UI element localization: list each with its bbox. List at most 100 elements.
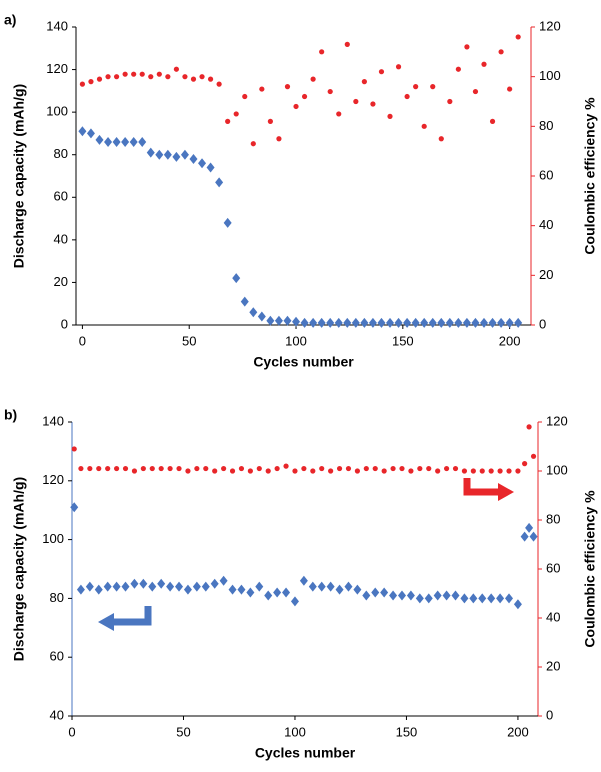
capacity-point bbox=[219, 575, 228, 586]
capacity-point bbox=[257, 311, 266, 322]
efficiency-point bbox=[430, 84, 436, 90]
capacity-point bbox=[344, 581, 353, 592]
efficiency-point bbox=[229, 468, 236, 474]
capacity-point bbox=[274, 315, 283, 326]
capacity-point bbox=[420, 317, 429, 328]
efficiency-point bbox=[426, 465, 432, 472]
efficiency-point bbox=[319, 49, 325, 55]
capacity-point bbox=[403, 317, 412, 328]
capacity-point bbox=[462, 317, 471, 328]
efficiency-point bbox=[515, 468, 521, 474]
capacity-point bbox=[130, 578, 139, 589]
y2-tick-label: 20 bbox=[539, 267, 553, 282]
capacity-point bbox=[445, 317, 454, 328]
y-tick-label: 0 bbox=[61, 316, 68, 331]
capacity-point bbox=[121, 581, 130, 592]
efficiency-point bbox=[194, 465, 200, 472]
efficiency-point bbox=[139, 71, 145, 77]
efficiency-point bbox=[105, 465, 111, 472]
efficiency-point bbox=[464, 44, 470, 50]
efficiency-point bbox=[522, 461, 528, 467]
efficiency-point bbox=[265, 468, 271, 474]
efficiency-point bbox=[283, 463, 289, 469]
efficiency-point bbox=[131, 468, 138, 474]
efficiency-point bbox=[370, 101, 376, 107]
capacity-point bbox=[480, 317, 489, 328]
left-arrow-head bbox=[98, 613, 114, 631]
efficiency-point bbox=[417, 465, 423, 472]
capacity-point bbox=[163, 149, 172, 160]
capacity-point bbox=[76, 584, 85, 595]
x-tick-label: 50 bbox=[182, 333, 196, 348]
capacity-point bbox=[121, 136, 130, 147]
x-tick-label: 0 bbox=[68, 724, 75, 739]
efficiency-point bbox=[78, 465, 84, 472]
efficiency-point bbox=[185, 468, 191, 474]
capacity-point bbox=[85, 581, 94, 592]
efficiency-point bbox=[378, 69, 385, 75]
efficiency-point bbox=[354, 468, 360, 474]
efficiency-point bbox=[225, 118, 231, 124]
efficiency-point bbox=[328, 468, 334, 474]
efficiency-point bbox=[413, 84, 419, 90]
capacity-point bbox=[317, 317, 326, 328]
capacity-point bbox=[78, 126, 87, 137]
efficiency-point bbox=[250, 141, 256, 147]
x-tick-label: 150 bbox=[396, 724, 418, 739]
capacity-point bbox=[469, 593, 478, 604]
left-arrow bbox=[112, 606, 152, 626]
efficiency-point bbox=[122, 465, 129, 472]
capacity-point bbox=[228, 584, 237, 595]
capacity-point bbox=[317, 581, 326, 592]
y2-tick-label: 40 bbox=[546, 609, 560, 624]
right-arrow bbox=[463, 478, 500, 496]
efficiency-point bbox=[372, 465, 378, 472]
capacity-point bbox=[326, 317, 335, 328]
efficiency-point bbox=[173, 66, 179, 72]
efficiency-point bbox=[259, 86, 265, 92]
capacity-point bbox=[155, 149, 164, 160]
efficiency-point bbox=[176, 465, 182, 472]
capacity-point bbox=[308, 581, 317, 592]
capacity-point bbox=[138, 136, 147, 147]
capacity-point bbox=[353, 584, 362, 595]
capacity-point bbox=[351, 317, 360, 328]
y2-axis-label: Coulombic efficiency % bbox=[582, 97, 598, 255]
efficiency-point bbox=[242, 93, 248, 100]
capacity-point bbox=[299, 575, 308, 586]
capacity-point bbox=[497, 317, 506, 328]
efficiency-point bbox=[455, 66, 461, 72]
efficiency-point bbox=[212, 468, 218, 474]
capacity-point bbox=[389, 590, 398, 601]
capacity-point bbox=[496, 593, 505, 604]
y2-tick-label: 100 bbox=[546, 462, 568, 477]
efficiency-point bbox=[421, 123, 427, 129]
capacity-point bbox=[112, 136, 121, 147]
capacity-point bbox=[424, 593, 433, 604]
efficiency-point bbox=[79, 81, 86, 87]
efficiency-point bbox=[506, 468, 512, 474]
y2-tick-label: 80 bbox=[539, 118, 553, 133]
x-tick-label: 150 bbox=[392, 333, 414, 348]
efficiency-point bbox=[498, 49, 504, 55]
capacity-point bbox=[471, 317, 480, 328]
y2-tick-label: 0 bbox=[539, 316, 546, 331]
capacity-point bbox=[266, 315, 275, 326]
capacity-point bbox=[172, 151, 181, 162]
capacity-point bbox=[428, 317, 437, 328]
y2-tick-label: 120 bbox=[539, 18, 561, 33]
efficiency-point bbox=[276, 136, 282, 142]
y-tick-label: 80 bbox=[54, 146, 68, 161]
capacity-point bbox=[415, 593, 424, 604]
y-tick-label: 100 bbox=[46, 104, 68, 119]
efficiency-point bbox=[96, 465, 102, 472]
efficiency-point bbox=[156, 71, 162, 77]
capacity-point bbox=[394, 317, 403, 328]
y2-tick-label: 40 bbox=[539, 217, 553, 232]
capacity-point bbox=[175, 581, 184, 592]
x-tick-label: 200 bbox=[499, 333, 521, 348]
efficiency-point bbox=[267, 118, 273, 124]
efficiency-point bbox=[381, 468, 387, 474]
capacity-point bbox=[513, 599, 522, 610]
capacity-point bbox=[529, 531, 538, 542]
